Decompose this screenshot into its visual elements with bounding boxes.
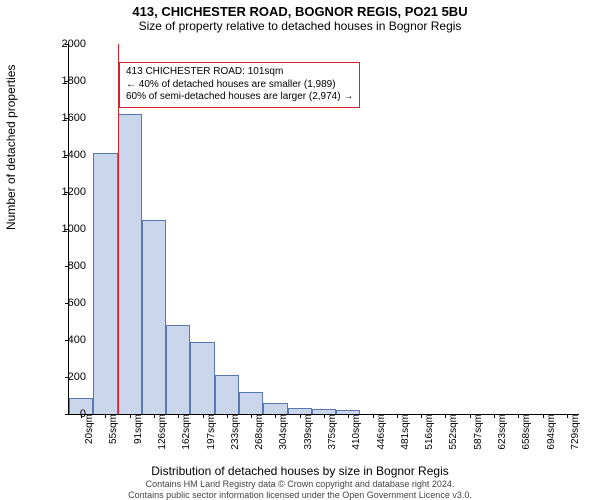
chart-container: 413, CHICHESTER ROAD, BOGNOR REGIS, PO21… xyxy=(0,0,600,500)
x-tick-label: 587sqm xyxy=(473,414,478,450)
x-tick-label: 481sqm xyxy=(400,414,405,450)
annotation-box: 413 CHICHESTER ROAD: 101sqm← 40% of deta… xyxy=(119,62,360,108)
y-tick-label: 400 xyxy=(46,334,86,346)
y-tick-label: 0 xyxy=(46,408,86,420)
x-tick-label: 162sqm xyxy=(181,414,186,450)
x-tick-label: 623sqm xyxy=(497,414,502,450)
x-tick-label: 126sqm xyxy=(157,414,162,450)
x-tick-label: 304sqm xyxy=(278,414,283,450)
x-tick-mark xyxy=(445,414,446,418)
y-axis-label: Number of detached properties xyxy=(4,65,18,230)
x-tick-mark xyxy=(275,414,276,418)
x-tick-label: 375sqm xyxy=(327,414,332,450)
y-tick-label: 1200 xyxy=(46,186,86,198)
y-tick-label: 1600 xyxy=(46,112,86,124)
histogram-bar xyxy=(142,220,166,414)
x-tick-mark xyxy=(300,414,301,418)
annotation-line: 413 CHICHESTER ROAD: 101sqm xyxy=(126,66,353,79)
x-tick-mark xyxy=(348,414,349,418)
y-tick-label: 800 xyxy=(46,260,86,272)
x-tick-label: 446sqm xyxy=(376,414,381,450)
annotation-line: ← 40% of detached houses are smaller (1,… xyxy=(126,79,353,92)
y-tick-label: 1800 xyxy=(46,75,86,87)
x-tick-mark xyxy=(518,414,519,418)
x-tick-mark xyxy=(470,414,471,418)
x-tick-label: 339sqm xyxy=(303,414,308,450)
chart-subtitle: Size of property relative to detached ho… xyxy=(0,19,600,35)
x-tick-label: 552sqm xyxy=(448,414,453,450)
x-tick-label: 410sqm xyxy=(351,414,356,450)
y-tick-label: 1000 xyxy=(46,223,86,235)
plot-area: 20sqm55sqm91sqm126sqm162sqm197sqm233sqm2… xyxy=(68,44,579,415)
annotation-line: 60% of semi-detached houses are larger (… xyxy=(126,91,353,104)
x-tick-mark xyxy=(178,414,179,418)
y-tick-label: 1400 xyxy=(46,149,86,161)
x-tick-mark xyxy=(130,414,131,418)
x-tick-label: 197sqm xyxy=(206,414,211,450)
x-tick-label: 658sqm xyxy=(521,414,526,450)
histogram-bar xyxy=(239,392,263,414)
x-tick-mark xyxy=(567,414,568,418)
histogram-bar xyxy=(118,114,142,414)
x-tick-mark xyxy=(397,414,398,418)
x-axis-label: Distribution of detached houses by size … xyxy=(0,464,600,478)
x-tick-label: 729sqm xyxy=(570,414,575,450)
x-tick-label: 268sqm xyxy=(254,414,259,450)
x-tick-mark xyxy=(373,414,374,418)
y-tick-label: 200 xyxy=(46,371,86,383)
x-tick-mark xyxy=(154,414,155,418)
footer-attribution: Contains HM Land Registry data © Crown c… xyxy=(0,479,600,500)
histogram-bar xyxy=(263,403,287,414)
histogram-bar xyxy=(215,375,239,414)
x-tick-mark xyxy=(105,414,106,418)
x-tick-mark xyxy=(324,414,325,418)
x-tick-label: 233sqm xyxy=(230,414,235,450)
histogram-bar xyxy=(93,153,117,414)
x-tick-mark xyxy=(421,414,422,418)
footer-line-2: Contains public sector information licen… xyxy=(0,490,600,500)
histogram-bar xyxy=(190,342,214,414)
chart-title: 413, CHICHESTER ROAD, BOGNOR REGIS, PO21… xyxy=(0,0,600,19)
x-tick-label: 516sqm xyxy=(424,414,429,450)
y-tick-label: 600 xyxy=(46,297,86,309)
footer-line-1: Contains HM Land Registry data © Crown c… xyxy=(0,479,600,489)
x-tick-mark xyxy=(543,414,544,418)
x-tick-mark xyxy=(203,414,204,418)
x-tick-mark xyxy=(494,414,495,418)
x-tick-label: 694sqm xyxy=(546,414,551,450)
x-tick-mark xyxy=(227,414,228,418)
x-tick-label: 91sqm xyxy=(133,414,138,444)
y-tick-label: 2000 xyxy=(46,38,86,50)
x-tick-label: 55sqm xyxy=(108,414,113,444)
histogram-bar xyxy=(166,325,190,414)
x-tick-mark xyxy=(251,414,252,418)
